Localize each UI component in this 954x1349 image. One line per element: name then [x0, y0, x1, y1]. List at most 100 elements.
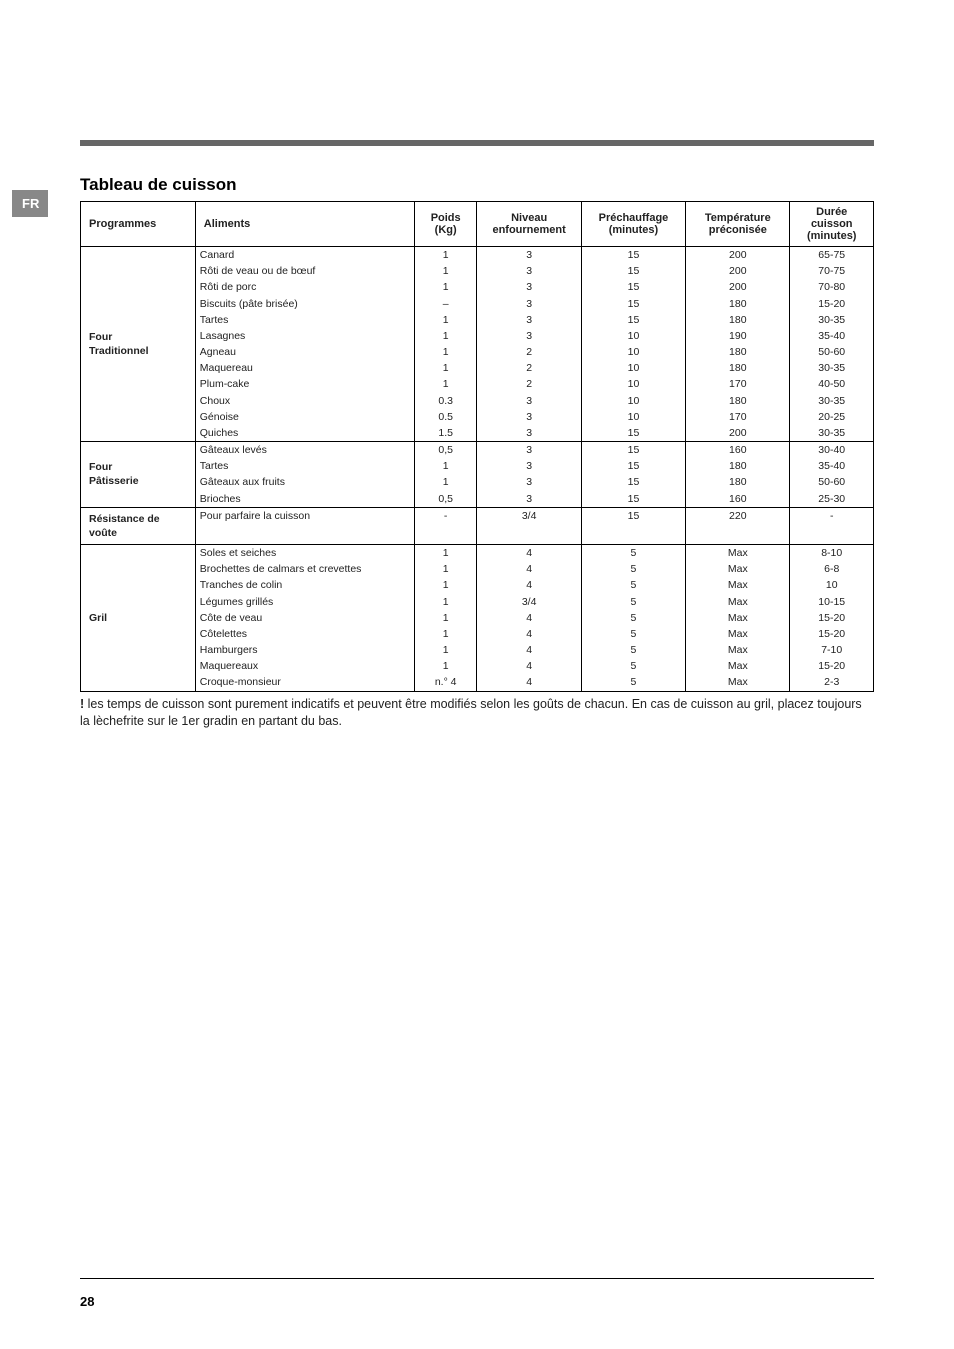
poids-cell: 1 — [414, 263, 477, 279]
temperature-cell: Max — [686, 594, 790, 610]
cooking-table: Programmes Aliments Poids (Kg) Niveau en… — [80, 201, 874, 692]
prechauffage-cell: 10 — [581, 328, 685, 344]
aliment-cell: Tartes — [195, 312, 414, 328]
table-row: Agneau121018050-60 — [81, 344, 874, 360]
prechauffage-cell: 10 — [581, 360, 685, 376]
aliment-cell: Tranches de colin — [195, 577, 414, 593]
aliment-cell: Quiches — [195, 425, 414, 442]
temperature-cell: Max — [686, 545, 790, 562]
niveau-cell: 2 — [477, 344, 581, 360]
prechauffage-cell: 10 — [581, 409, 685, 425]
aliment-cell: Côte de veau — [195, 610, 414, 626]
prechauffage-cell: 15 — [581, 458, 685, 474]
duree-cell: 35-40 — [790, 458, 874, 474]
temperature-cell: 180 — [686, 312, 790, 328]
prechauffage-cell: 15 — [581, 312, 685, 328]
table-row: Tartes131518030-35 — [81, 312, 874, 328]
programme-cell: FourPâtisserie — [81, 442, 196, 508]
poids-cell: – — [414, 296, 477, 312]
prechauffage-cell: 15 — [581, 442, 685, 459]
duree-cell: - — [790, 507, 874, 544]
table-row: Maquereaux145Max15-20 — [81, 658, 874, 674]
table-row: FourTraditionnelCanard131520065-75 — [81, 247, 874, 264]
aliment-cell: Pour parfaire la cuisson — [195, 507, 414, 544]
prechauffage-cell: 15 — [581, 474, 685, 490]
niveau-cell: 3 — [477, 393, 581, 409]
temperature-cell: 180 — [686, 296, 790, 312]
table-row: Brioches0,531516025-30 — [81, 491, 874, 508]
prechauffage-cell: 5 — [581, 610, 685, 626]
aliment-cell: Gâteaux aux fruits — [195, 474, 414, 490]
duree-cell: 35-40 — [790, 328, 874, 344]
footnote: ! les temps de cuisson sont purement ind… — [80, 696, 874, 730]
col-duree: Durée cuisson (minutes) — [790, 202, 874, 247]
temperature-cell: Max — [686, 610, 790, 626]
duree-cell: 30-40 — [790, 442, 874, 459]
note-text: les temps de cuisson sont purement indic… — [80, 697, 862, 728]
prechauffage-cell: 15 — [581, 247, 685, 264]
col-temperature: Température préconisée — [686, 202, 790, 247]
table-row: Quiches1.531520030-35 — [81, 425, 874, 442]
prechauffage-cell: 5 — [581, 674, 685, 691]
page-number: 28 — [80, 1294, 94, 1309]
aliment-cell: Rôti de porc — [195, 279, 414, 295]
niveau-cell: 4 — [477, 545, 581, 562]
niveau-cell: 4 — [477, 658, 581, 674]
duree-cell: 20-25 — [790, 409, 874, 425]
niveau-cell: 3 — [477, 409, 581, 425]
poids-cell: 1 — [414, 474, 477, 490]
poids-cell: n.° 4 — [414, 674, 477, 691]
prechauffage-cell: 5 — [581, 545, 685, 562]
duree-cell: 65-75 — [790, 247, 874, 264]
duree-cell: 25-30 — [790, 491, 874, 508]
aliment-cell: Canard — [195, 247, 414, 264]
aliment-cell: Hamburgers — [195, 642, 414, 658]
duree-cell: 6-8 — [790, 561, 874, 577]
niveau-cell: 3 — [477, 425, 581, 442]
niveau-cell: 4 — [477, 610, 581, 626]
poids-cell: 1 — [414, 360, 477, 376]
duree-cell: 40-50 — [790, 376, 874, 392]
niveau-cell: 3 — [477, 442, 581, 459]
niveau-cell: 4 — [477, 577, 581, 593]
table-row: Brochettes de calmars et crevettes145Max… — [81, 561, 874, 577]
aliment-cell: Génoise — [195, 409, 414, 425]
niveau-cell: 3/4 — [477, 507, 581, 544]
duree-cell: 15-20 — [790, 610, 874, 626]
table-row: Côte de veau145Max15-20 — [81, 610, 874, 626]
table-row: Hamburgers145Max7-10 — [81, 642, 874, 658]
prechauffage-cell: 15 — [581, 507, 685, 544]
niveau-cell: 3 — [477, 296, 581, 312]
col-programmes: Programmes — [81, 202, 196, 247]
poids-cell: 0,5 — [414, 491, 477, 508]
poids-cell: 0.5 — [414, 409, 477, 425]
temperature-cell: 180 — [686, 393, 790, 409]
duree-cell: 15-20 — [790, 626, 874, 642]
col-prechauffage: Préchauffage (minutes) — [581, 202, 685, 247]
poids-cell: 1 — [414, 247, 477, 264]
aliment-cell: Tartes — [195, 458, 414, 474]
poids-cell: 1 — [414, 279, 477, 295]
prechauffage-cell: 15 — [581, 263, 685, 279]
temperature-cell: 180 — [686, 360, 790, 376]
aliment-cell: Croque-monsieur — [195, 674, 414, 691]
niveau-cell: 4 — [477, 626, 581, 642]
duree-cell: 10 — [790, 577, 874, 593]
duree-cell: 7-10 — [790, 642, 874, 658]
niveau-cell: 3 — [477, 458, 581, 474]
aliment-cell: Côtelettes — [195, 626, 414, 642]
duree-cell: 30-35 — [790, 360, 874, 376]
table-row: Rôti de porc131520070-80 — [81, 279, 874, 295]
poids-cell: 1 — [414, 458, 477, 474]
aliment-cell: Agneau — [195, 344, 414, 360]
duree-cell: 70-80 — [790, 279, 874, 295]
poids-cell: 1 — [414, 344, 477, 360]
top-rule — [80, 140, 874, 146]
niveau-cell: 4 — [477, 642, 581, 658]
niveau-cell: 3 — [477, 328, 581, 344]
niveau-cell: 2 — [477, 360, 581, 376]
content-area: Tableau de cuisson Programmes Aliments P… — [80, 175, 874, 729]
prechauffage-cell: 5 — [581, 658, 685, 674]
niveau-cell: 3/4 — [477, 594, 581, 610]
duree-cell: 50-60 — [790, 474, 874, 490]
